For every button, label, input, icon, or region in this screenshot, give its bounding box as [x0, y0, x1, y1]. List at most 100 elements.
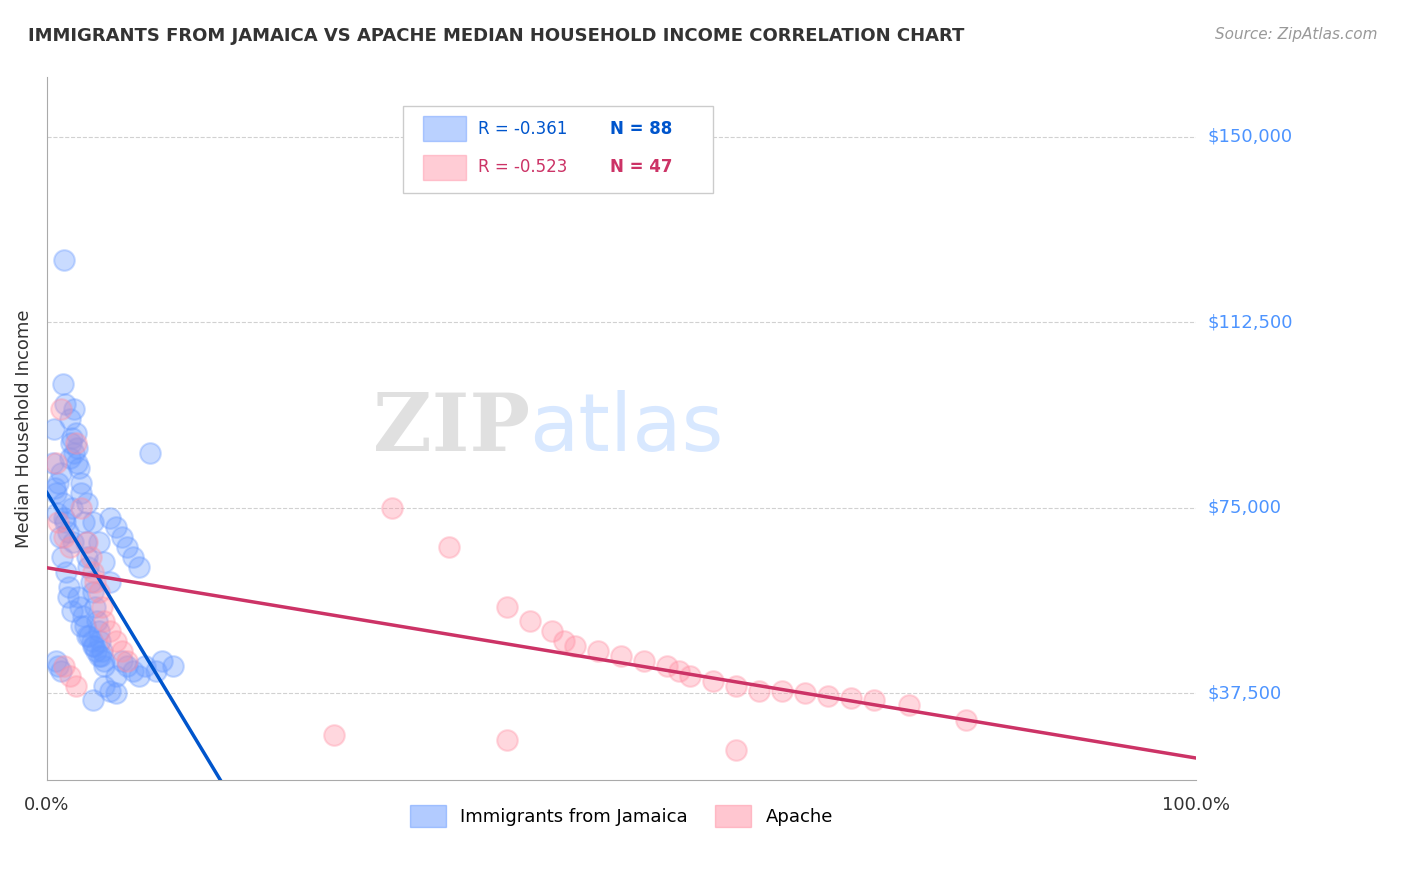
Point: [53, 516, 76, 530]
Point: [45, 654, 67, 668]
Point: [51, 550, 73, 565]
Point: [49, 401, 72, 416]
Point: [90, 648, 112, 663]
Point: [42, 421, 65, 435]
Point: [79, 629, 101, 643]
Point: [77, 560, 100, 574]
Point: [53, 397, 76, 411]
Point: [70, 485, 93, 500]
Point: [45, 485, 67, 500]
Point: [93, 679, 115, 693]
Point: [46, 506, 69, 520]
Point: [70, 500, 93, 515]
Point: [863, 693, 886, 707]
Point: [53, 659, 76, 673]
Point: [93, 555, 115, 569]
Point: [98, 574, 121, 589]
Point: [98, 510, 121, 524]
Text: ZIP: ZIP: [373, 390, 530, 467]
Point: [725, 679, 748, 693]
Point: [104, 669, 127, 683]
Point: [519, 615, 541, 629]
Point: [73, 619, 96, 633]
Point: [381, 500, 404, 515]
Point: [56, 525, 79, 540]
Point: [162, 659, 184, 673]
Point: [702, 673, 724, 688]
Point: [437, 540, 460, 554]
Point: [52, 377, 75, 392]
Point: [82, 516, 104, 530]
Point: [87, 624, 110, 639]
Text: $150,000: $150,000: [1208, 128, 1292, 145]
Point: [839, 691, 862, 706]
Point: [53, 510, 76, 524]
Text: $37,500: $37,500: [1208, 684, 1281, 702]
Point: [98, 624, 121, 639]
Point: [679, 669, 702, 683]
Point: [93, 659, 115, 673]
Point: [122, 664, 145, 678]
Point: [110, 654, 132, 668]
Point: [63, 446, 86, 460]
Point: [58, 580, 80, 594]
Text: N = 47: N = 47: [610, 158, 672, 177]
Text: R = -0.523: R = -0.523: [478, 158, 567, 177]
Point: [45, 456, 67, 470]
Point: [98, 683, 121, 698]
Point: [48, 475, 70, 490]
Point: [86, 615, 108, 629]
Point: [66, 590, 89, 604]
Point: [725, 743, 748, 757]
Point: [63, 401, 86, 416]
Point: [117, 654, 139, 668]
Point: [110, 530, 132, 544]
Point: [79, 550, 101, 565]
Point: [817, 689, 839, 703]
Point: [104, 520, 127, 534]
Point: [633, 654, 655, 668]
Point: [87, 535, 110, 549]
Point: [117, 659, 139, 673]
Point: [53, 530, 76, 544]
Point: [541, 624, 564, 639]
Point: [128, 560, 150, 574]
Point: [122, 550, 145, 565]
Point: [128, 669, 150, 683]
Point: [495, 599, 517, 614]
Point: [748, 683, 770, 698]
Point: [110, 644, 132, 658]
Point: [657, 659, 679, 673]
Point: [82, 693, 104, 707]
Point: [60, 436, 83, 450]
Point: [588, 644, 610, 658]
Point: [150, 654, 173, 668]
Point: [897, 698, 920, 713]
Point: [955, 713, 977, 727]
Point: [82, 584, 104, 599]
Point: [75, 535, 97, 549]
Point: [76, 629, 98, 643]
Bar: [423, 154, 467, 180]
Text: $112,500: $112,500: [1208, 313, 1292, 331]
Point: [794, 686, 817, 700]
Point: [83, 639, 105, 653]
Point: [134, 659, 156, 673]
Text: N = 88: N = 88: [610, 120, 672, 137]
Point: [59, 540, 82, 554]
Point: [48, 530, 70, 544]
Point: [66, 456, 89, 470]
Point: [91, 599, 114, 614]
Point: [44, 481, 66, 495]
Point: [73, 516, 96, 530]
Point: [49, 664, 72, 678]
Point: [104, 686, 127, 700]
Text: atlas: atlas: [530, 390, 724, 467]
Point: [76, 496, 98, 510]
Point: [145, 664, 167, 678]
Text: R = -0.361: R = -0.361: [478, 120, 567, 137]
Point: [80, 634, 103, 648]
Point: [82, 639, 104, 653]
Point: [93, 654, 115, 668]
Point: [70, 619, 93, 633]
